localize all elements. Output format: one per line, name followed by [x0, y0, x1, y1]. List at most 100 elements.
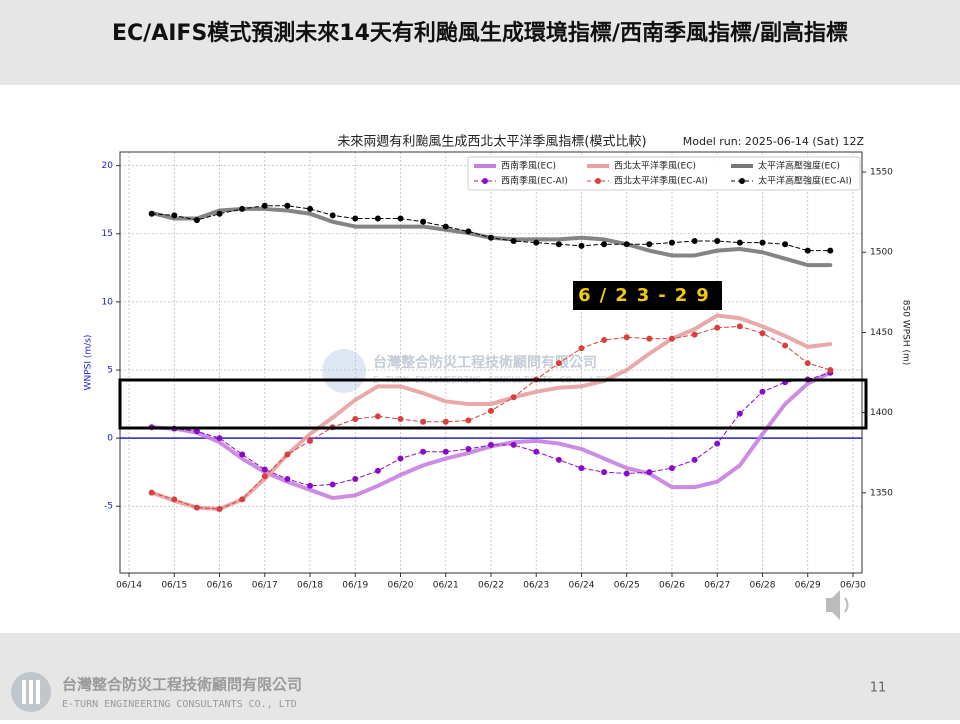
series-point [827, 366, 834, 373]
y-axis-label: WNPSI (m/s) [84, 335, 94, 391]
series-point [691, 331, 698, 338]
speaker-body [826, 590, 840, 620]
x-tick-label: 06/23 [523, 581, 549, 591]
series-point [714, 324, 721, 331]
series-point [352, 475, 359, 482]
logo-stripe [29, 680, 33, 704]
series-point [578, 345, 585, 352]
series-point [691, 238, 698, 245]
x-tick-label: 06/29 [795, 581, 821, 591]
series-point [171, 212, 178, 219]
series-point [352, 416, 359, 423]
page-number: 11 [870, 681, 887, 696]
logo-stripe [36, 680, 40, 704]
series-point [555, 241, 562, 248]
series-point [601, 469, 608, 476]
series-point [533, 239, 540, 246]
series-point [216, 505, 223, 512]
series-point [352, 215, 359, 222]
x-tick-label: 06/21 [433, 581, 459, 591]
series-point [623, 334, 630, 341]
y2-tick-label: 1550 [870, 168, 893, 178]
footer-logo [11, 672, 51, 712]
speaker-wave [844, 597, 849, 613]
series-point [736, 410, 743, 417]
y2-tick-label: 1450 [870, 328, 893, 338]
series-point [827, 247, 834, 254]
series-point [510, 238, 517, 245]
chart: 未來兩週有利颱風生成西北太平洋季風指標(模式比較) Model run: 2025… [84, 135, 911, 591]
x-tick-label: 06/15 [161, 581, 187, 591]
series-point [578, 465, 585, 472]
series-point [307, 437, 314, 444]
series-point [488, 234, 494, 241]
footer-english: E-TURN ENGINEERING CONSULTANTS CO., LTD [62, 699, 297, 710]
series-point [782, 241, 789, 248]
series-point [193, 217, 200, 224]
series-point [374, 467, 381, 474]
series-point [465, 417, 472, 424]
series-point [759, 239, 766, 246]
series-point [646, 335, 653, 342]
y-tick-label: -5 [104, 502, 113, 512]
legend-label: 西南季風(EC) [501, 160, 556, 172]
y-tick-label: 10 [102, 297, 114, 307]
x-tick-label: 06/14 [116, 581, 142, 591]
legend-marker [739, 178, 745, 184]
series-point [420, 218, 427, 225]
x-tick-label: 06/18 [297, 581, 323, 591]
legend-marker [595, 178, 601, 184]
series-point [646, 241, 653, 248]
series-point [397, 416, 404, 423]
slide-title: EC/AIFS模式預測未來14天有利颱風生成環境指標/西南季風指標/副高指標 [112, 20, 848, 46]
x-tick-label: 06/19 [342, 581, 368, 591]
series-point [555, 360, 562, 367]
x-tick-label: 06/20 [388, 581, 414, 591]
series-point [510, 394, 517, 401]
series-point [193, 428, 200, 435]
legend-box [467, 156, 861, 191]
series-point [261, 466, 268, 473]
series-point [714, 440, 721, 447]
series-point [329, 481, 336, 488]
series-point [397, 215, 404, 222]
legend-label: 太平洋高壓強度(EC) [758, 160, 840, 172]
x-tick-label: 06/30 [840, 581, 866, 591]
legend-label: 西北太平洋季風(EC-AI) [614, 175, 708, 187]
x-tick-label: 06/22 [478, 581, 504, 591]
series-point [420, 448, 427, 455]
series-point [239, 205, 246, 212]
annotation-box [573, 281, 722, 310]
y2-tick-label: 1350 [870, 488, 893, 498]
series-point [555, 456, 562, 463]
y-tick-label: 20 [102, 161, 114, 171]
series-point [397, 455, 404, 462]
y2-tick-label: 1400 [870, 408, 893, 418]
series-point [736, 239, 743, 246]
series-point [307, 205, 314, 212]
series-point [239, 451, 246, 458]
series-point [374, 413, 381, 420]
legend-label: 西南季風(EC-AI) [501, 175, 568, 187]
series-point [261, 202, 268, 209]
series-point [533, 448, 540, 455]
series-point [442, 448, 449, 455]
plot-frame [119, 151, 863, 574]
series-point [488, 407, 494, 414]
series-point [442, 223, 449, 230]
series-point [442, 418, 449, 425]
watermark-name: 台灣整合防災工程技術顧問有限公司 [373, 354, 597, 371]
series-point [759, 330, 766, 337]
annotation-text: 6/23-29 [578, 285, 718, 306]
x-tick-label: 06/24 [569, 581, 595, 591]
series-point [691, 456, 698, 463]
y2-tick-label: 1500 [870, 248, 893, 258]
series-point [216, 210, 223, 217]
y-tick-label: 0 [107, 434, 113, 444]
series-point [261, 473, 268, 480]
series-point [578, 242, 585, 249]
series-point [668, 335, 675, 342]
